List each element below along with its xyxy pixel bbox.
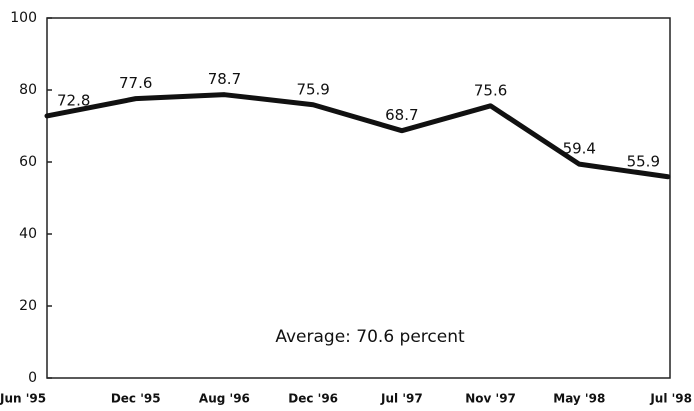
value-label: 55.9 [627, 152, 660, 170]
value-label: 75.9 [296, 80, 329, 98]
value-label: 72.8 [57, 91, 90, 109]
y-tick-label: 100 [10, 10, 37, 26]
x-tick-label: Jul '98 [649, 392, 692, 406]
annotation: Average: 70.6 percent [275, 327, 465, 347]
value-label: 77.6 [119, 74, 152, 92]
value-label: 78.7 [208, 70, 241, 88]
y-tick-label: 60 [19, 154, 37, 170]
value-label: 68.7 [385, 106, 418, 124]
y-tick-label: 20 [19, 298, 37, 314]
data-line [44, 92, 671, 180]
x-tick-label: Dec '96 [288, 392, 338, 406]
value-label: 59.4 [563, 140, 596, 158]
value-label: 75.6 [474, 81, 507, 99]
x-tick-label: May '98 [553, 392, 605, 406]
x-tick-label: Jun '95 [0, 392, 46, 406]
x-tick-label: Aug '96 [199, 392, 250, 406]
x-tick-label: Jul '97 [380, 392, 423, 406]
x-tick-label: Nov '97 [465, 392, 516, 406]
y-tick-label: 80 [19, 82, 37, 98]
y-tick-label: 0 [28, 370, 37, 386]
x-tick-label: Dec '95 [111, 392, 161, 406]
plot-frame [46, 17, 671, 379]
y-tick-label: 40 [19, 226, 37, 242]
